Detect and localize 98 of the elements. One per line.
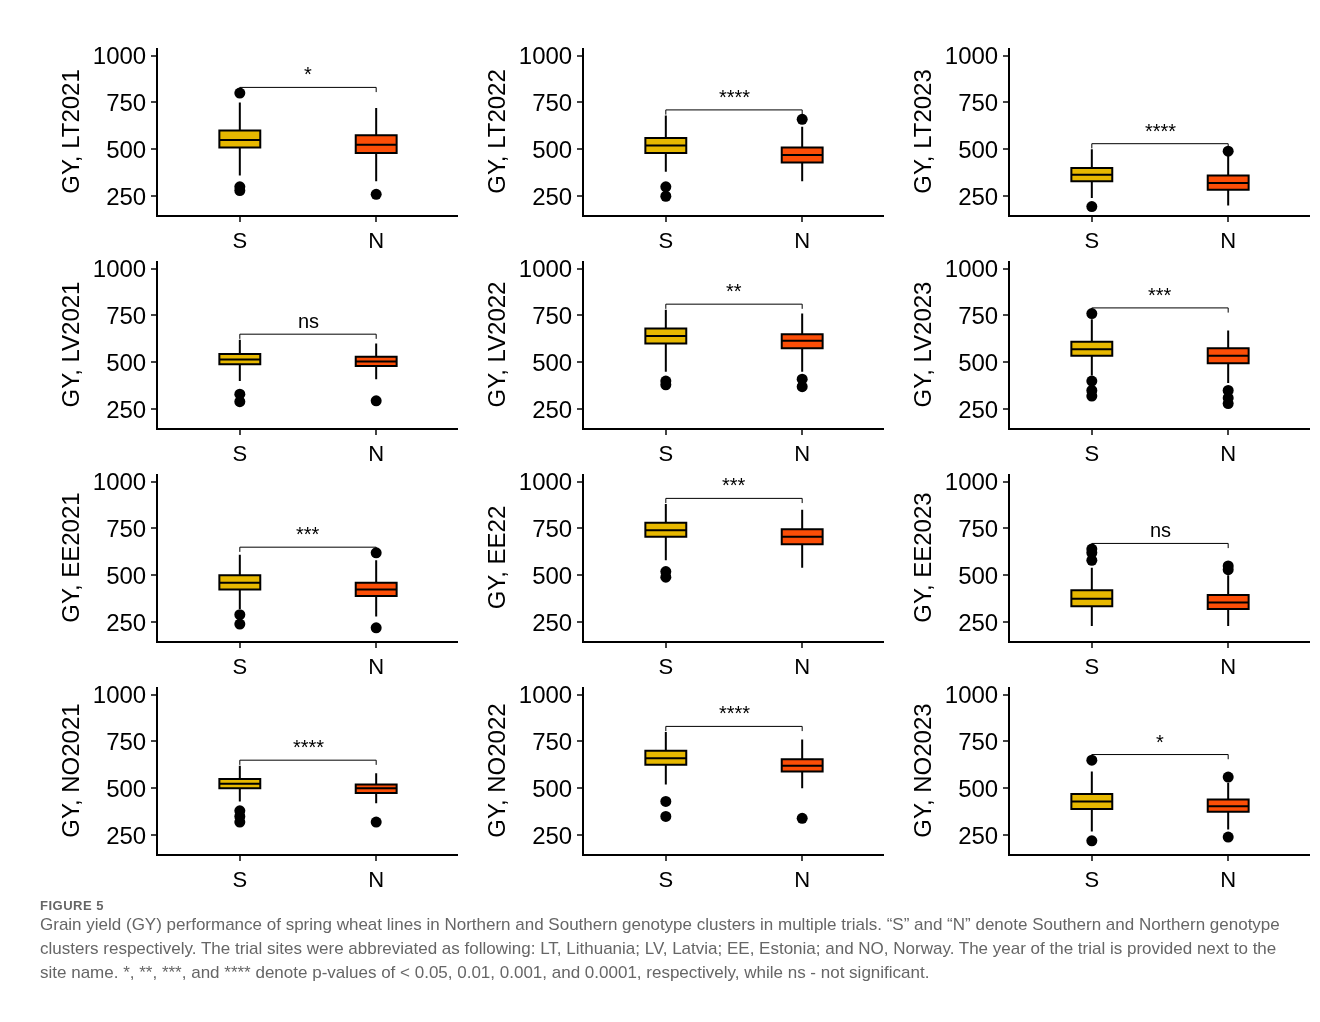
y-tick-label: 1000 <box>92 41 147 69</box>
caption: FIGURE 5 <box>40 898 105 913</box>
y-tick-label: 250 <box>106 821 147 849</box>
y-tick-label: 1000 <box>92 680 147 708</box>
y-axis-title: GY, LV2022 <box>483 281 511 408</box>
x-tick-label: S <box>1084 228 1100 254</box>
x-tick-label: N <box>794 228 811 254</box>
x-tick-label: N <box>368 228 385 254</box>
x-tick-label: S <box>658 228 674 254</box>
y-tick-label: 500 <box>532 135 573 163</box>
y-tick-label: 1000 <box>518 254 573 282</box>
y-axis-title: GY, NO2022 <box>483 703 511 838</box>
y-axis-title: GY, NO2021 <box>57 703 85 838</box>
annotation: *** <box>722 474 746 496</box>
y-axis-title: GY, LT2021 <box>57 69 85 194</box>
annotation: *** <box>1148 284 1172 306</box>
y-axis-title: GY, EE2021 <box>57 492 85 623</box>
x-tick-label: S <box>1084 654 1100 680</box>
x-tick-label: S <box>1084 441 1100 467</box>
x-tick-label: N <box>1220 441 1237 467</box>
x-tick-label: S <box>658 654 674 680</box>
y-tick-label: 1000 <box>944 680 999 708</box>
y-tick-label: 250 <box>958 182 999 210</box>
x-tick-label: S <box>232 654 248 680</box>
y-tick-label: 250 <box>106 395 147 423</box>
y-tick-label: 250 <box>532 395 573 423</box>
y-tick-label: 500 <box>532 348 573 376</box>
y-tick-label: 1000 <box>518 467 573 495</box>
x-tick-label: N <box>794 441 811 467</box>
y-tick-label: 750 <box>958 727 999 755</box>
y-tick-label: 250 <box>958 821 999 849</box>
y-tick-label: 750 <box>106 727 147 755</box>
x-tick-label: N <box>794 654 811 680</box>
x-tick-label: N <box>368 441 385 467</box>
y-tick-label: 500 <box>106 774 147 802</box>
y-tick-label: 1000 <box>92 254 147 282</box>
x-tick-label: S <box>232 867 248 893</box>
y-tick-label: 750 <box>106 301 147 329</box>
y-axis-title: GY, LV2023 <box>909 281 937 408</box>
annotation: ns <box>298 310 320 332</box>
y-axis-title: GY, LV2021 <box>57 281 85 408</box>
x-tick-label: N <box>368 867 385 893</box>
x-tick-label: S <box>658 867 674 893</box>
y-axis-title: GY, LT2023 <box>909 69 937 194</box>
x-tick-label: S <box>1084 867 1100 893</box>
y-tick-label: 500 <box>532 561 573 589</box>
annotation: ** <box>726 280 742 302</box>
y-tick-label: 500 <box>106 561 147 589</box>
y-tick-label: 750 <box>958 301 999 329</box>
annotation: * <box>304 63 312 85</box>
y-tick-label: 1000 <box>92 467 147 495</box>
y-tick-label: 500 <box>958 561 999 589</box>
y-tick-label: 750 <box>532 727 573 755</box>
y-tick-label: 750 <box>106 88 147 116</box>
x-tick-label: N <box>1220 654 1237 680</box>
y-tick-label: 250 <box>532 608 573 636</box>
annotation: **** <box>719 702 751 724</box>
annotation: * <box>1156 731 1164 753</box>
y-tick-label: 750 <box>532 88 573 116</box>
x-tick-label: N <box>368 654 385 680</box>
y-tick-label: 250 <box>532 821 573 849</box>
y-axis-title: GY, EE22 <box>483 505 511 610</box>
annotation: *** <box>296 523 320 545</box>
y-axis-title: GY, EE2023 <box>909 492 937 623</box>
x-tick-label: S <box>232 228 248 254</box>
y-tick-label: 250 <box>532 182 573 210</box>
y-tick-label: 250 <box>958 608 999 636</box>
annotation: ns <box>1150 519 1172 541</box>
y-tick-label: 750 <box>958 88 999 116</box>
y-axis-title: GY, LT2022 <box>483 69 511 194</box>
y-tick-label: 250 <box>958 395 999 423</box>
y-tick-label: 500 <box>106 348 147 376</box>
y-tick-label: 250 <box>106 608 147 636</box>
x-tick-label: N <box>794 867 811 893</box>
y-tick-label: 750 <box>532 514 573 542</box>
x-tick-label: N <box>1220 228 1237 254</box>
y-tick-label: 250 <box>106 182 147 210</box>
y-tick-label: 1000 <box>518 680 573 708</box>
x-tick-label: N <box>1220 867 1237 893</box>
y-tick-label: 1000 <box>944 41 999 69</box>
y-tick-label: 500 <box>958 348 999 376</box>
x-tick-label: S <box>232 441 248 467</box>
y-tick-label: 750 <box>958 514 999 542</box>
y-tick-label: 500 <box>958 774 999 802</box>
annotation: **** <box>293 736 325 758</box>
y-tick-label: 750 <box>532 301 573 329</box>
y-tick-label: 500 <box>532 774 573 802</box>
y-tick-label: 500 <box>106 135 147 163</box>
annotation: **** <box>719 86 751 108</box>
y-tick-label: 1000 <box>944 467 999 495</box>
y-tick-label: 500 <box>958 135 999 163</box>
annotation: **** <box>1145 120 1177 142</box>
y-axis-title: GY, NO2023 <box>909 703 937 838</box>
y-tick-label: 1000 <box>518 41 573 69</box>
y-tick-label: 750 <box>106 514 147 542</box>
x-tick-label: S <box>658 441 674 467</box>
text: Grain yield (GY) performance of spring wheat lines in Northern and Southern genotype clusters in multiple trials. “S” and “N” denote Southern and Northern genotype clusters respectively. The trial sites were abbreviated as following: LT, Lithuania; LV, Latvia; EE, Estonia; and NO, Norway. The year of the trial is provided next to the site name. *, **, ***, and **** denote p-values of < 0.05, 0.01, 0.001, and 0.0001, respectively, while ns - not significant. <box>40 914 1280 984</box>
y-tick-label: 1000 <box>944 254 999 282</box>
